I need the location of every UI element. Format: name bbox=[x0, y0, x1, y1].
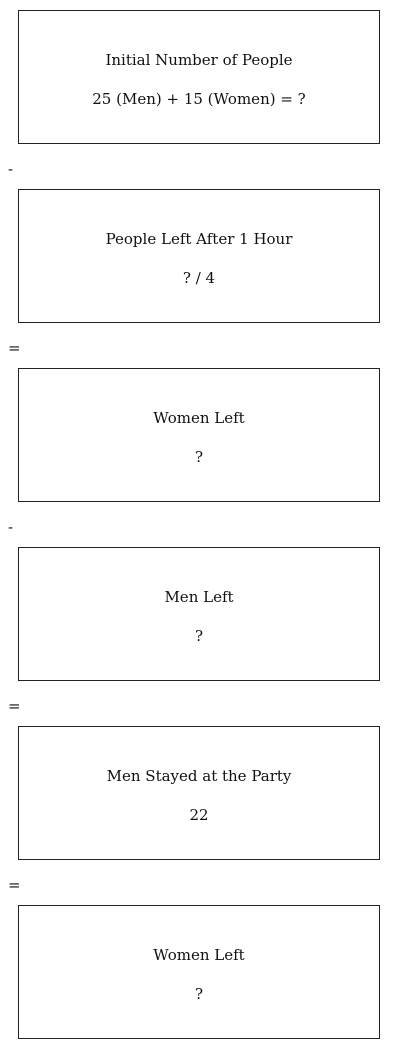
step-box-initial-people: Initial Number of People 25 (Men) + 15 (… bbox=[18, 10, 380, 144]
step-value: ? bbox=[194, 627, 204, 645]
operator-equals: = bbox=[8, 339, 21, 357]
step-title: People Left After 1 Hour bbox=[105, 230, 293, 248]
operator-minus: - bbox=[8, 518, 14, 536]
step-value: ? bbox=[194, 985, 204, 1003]
step-box-people-left: People Left After 1 Hour ? / 4 bbox=[18, 189, 380, 323]
step-title: Women Left bbox=[153, 409, 245, 427]
step-box-women-left-final: Women Left ? bbox=[18, 905, 380, 1039]
step-value: 25 (Men) + 15 (Women) = ? bbox=[92, 90, 306, 108]
operator-equals: = bbox=[8, 697, 21, 715]
operator-minus: - bbox=[8, 160, 14, 178]
step-value: ? bbox=[194, 448, 204, 466]
step-value: ? / 4 bbox=[182, 269, 216, 287]
operator-equals: = bbox=[8, 876, 21, 894]
step-value: 22 bbox=[189, 806, 209, 824]
step-title: Men Stayed at the Party bbox=[106, 767, 292, 785]
step-title: Women Left bbox=[153, 946, 245, 964]
step-box-men-stayed: Men Stayed at the Party 22 bbox=[18, 726, 380, 860]
step-title: Men Left bbox=[164, 588, 234, 606]
step-box-men-left: Men Left ? bbox=[18, 547, 380, 681]
step-box-women-left: Women Left ? bbox=[18, 368, 380, 502]
step-title: Initial Number of People bbox=[105, 51, 293, 69]
